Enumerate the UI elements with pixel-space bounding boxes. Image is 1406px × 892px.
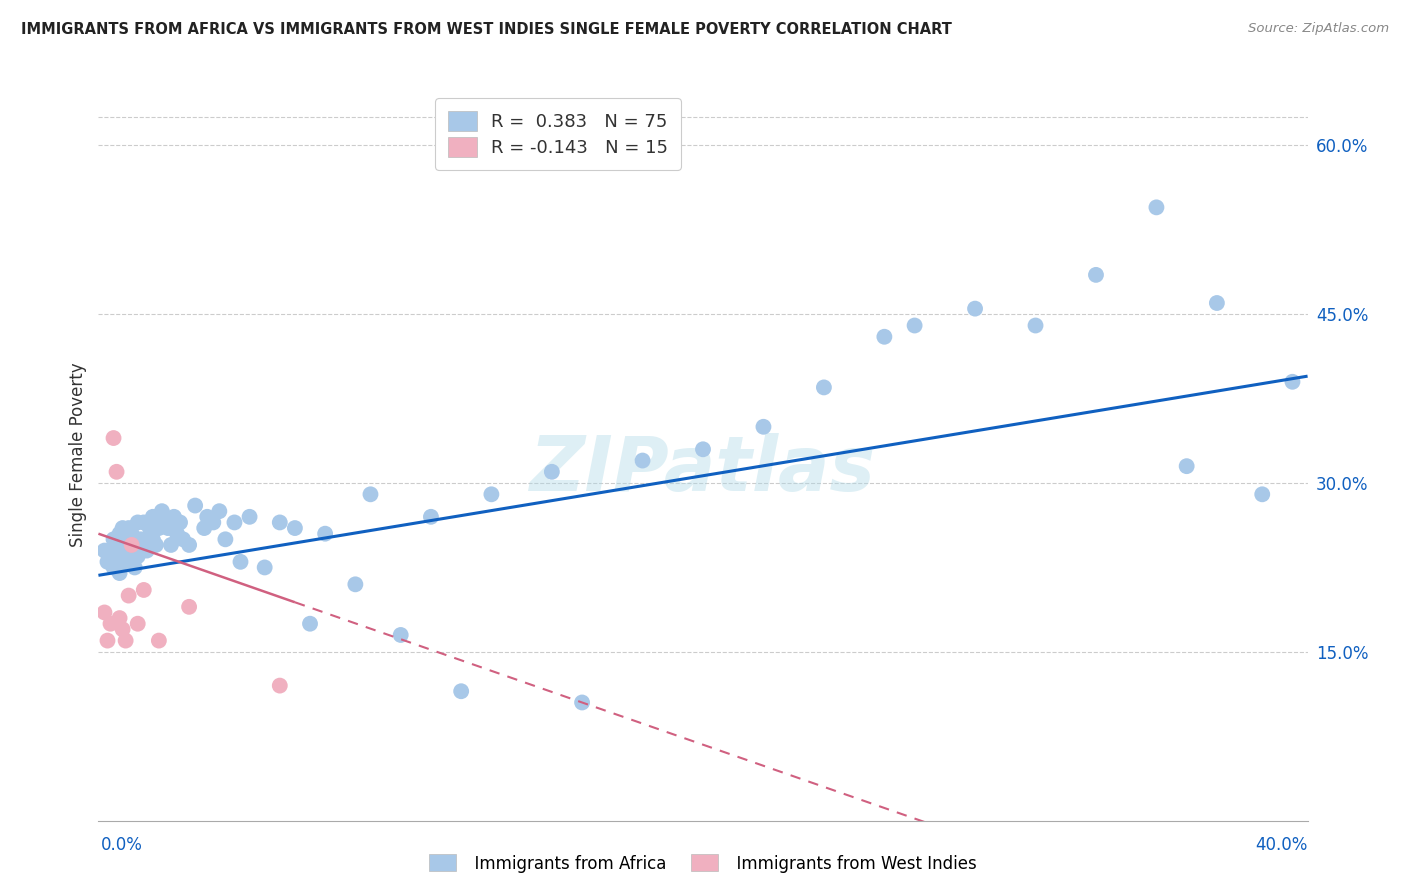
Point xyxy=(269,679,291,693)
Point xyxy=(96,633,118,648)
Point xyxy=(269,516,291,530)
Point xyxy=(481,487,503,501)
Point xyxy=(1085,268,1108,282)
Point xyxy=(111,521,134,535)
Point xyxy=(253,560,276,574)
Text: IMMIGRANTS FROM AFRICA VS IMMIGRANTS FROM WEST INDIES SINGLE FEMALE POVERTY CORR: IMMIGRANTS FROM AFRICA VS IMMIGRANTS FRO… xyxy=(21,22,952,37)
Point xyxy=(108,611,131,625)
Point xyxy=(179,538,201,552)
Point xyxy=(139,521,162,535)
Point xyxy=(904,318,927,333)
Point xyxy=(1206,296,1229,310)
Point xyxy=(93,606,115,620)
Text: 40.0%: 40.0% xyxy=(1256,836,1308,854)
Point xyxy=(169,516,191,530)
Point xyxy=(124,538,146,552)
Point xyxy=(132,516,155,530)
Point xyxy=(142,533,165,547)
Point xyxy=(132,538,155,552)
Point xyxy=(105,538,128,552)
Legend:   Immigrants from Africa,   Immigrants from West Indies: Immigrants from Africa, Immigrants from … xyxy=(422,847,984,880)
Point xyxy=(420,509,443,524)
Point xyxy=(631,453,654,467)
Point xyxy=(148,521,170,535)
Point xyxy=(195,509,218,524)
Point xyxy=(114,633,136,648)
Point xyxy=(571,696,593,710)
Point xyxy=(873,330,896,344)
Legend: R =  0.383   N = 75, R = -0.143   N = 15: R = 0.383 N = 75, R = -0.143 N = 15 xyxy=(434,98,681,169)
Point xyxy=(752,419,775,434)
Point xyxy=(163,509,186,524)
Text: ZIPatlas: ZIPatlas xyxy=(530,433,876,507)
Point xyxy=(1024,318,1046,333)
Point xyxy=(111,623,134,637)
Point xyxy=(540,465,562,479)
Point xyxy=(145,538,167,552)
Point xyxy=(96,555,118,569)
Point xyxy=(100,616,122,631)
Point xyxy=(299,616,322,631)
Point xyxy=(344,577,367,591)
Point xyxy=(93,543,115,558)
Point xyxy=(1281,375,1303,389)
Text: Source: ZipAtlas.com: Source: ZipAtlas.com xyxy=(1249,22,1389,36)
Point xyxy=(314,526,336,541)
Point xyxy=(124,560,146,574)
Point xyxy=(1251,487,1274,501)
Point xyxy=(108,566,131,580)
Point xyxy=(103,560,125,574)
Point xyxy=(118,543,141,558)
Point xyxy=(813,380,835,394)
Point xyxy=(172,533,194,547)
Point xyxy=(142,509,165,524)
Point xyxy=(105,465,128,479)
Point xyxy=(114,533,136,547)
Point xyxy=(360,487,382,501)
Point xyxy=(224,516,246,530)
Point xyxy=(156,521,179,535)
Point xyxy=(103,431,125,445)
Point xyxy=(127,516,149,530)
Point xyxy=(208,504,231,518)
Point xyxy=(184,499,207,513)
Point xyxy=(692,442,714,457)
Point xyxy=(1144,200,1167,214)
Text: 0.0%: 0.0% xyxy=(101,836,143,854)
Point xyxy=(450,684,472,698)
Point xyxy=(127,549,149,564)
Point xyxy=(148,633,170,648)
Point xyxy=(111,543,134,558)
Y-axis label: Single Female Poverty: Single Female Poverty xyxy=(69,363,87,547)
Point xyxy=(160,538,183,552)
Point xyxy=(132,582,155,597)
Point xyxy=(118,521,141,535)
Point xyxy=(239,509,262,524)
Point xyxy=(193,521,215,535)
Point xyxy=(121,549,143,564)
Point xyxy=(129,533,152,547)
Point xyxy=(202,516,225,530)
Point xyxy=(214,533,236,547)
Point xyxy=(284,521,307,535)
Point xyxy=(118,589,141,603)
Point xyxy=(114,555,136,569)
Point xyxy=(108,526,131,541)
Point xyxy=(103,533,125,547)
Point xyxy=(229,555,252,569)
Point xyxy=(389,628,412,642)
Point xyxy=(127,616,149,631)
Point xyxy=(150,504,173,518)
Point xyxy=(121,538,143,552)
Point xyxy=(121,526,143,541)
Point xyxy=(179,599,201,614)
Point xyxy=(1175,459,1198,474)
Point xyxy=(965,301,987,316)
Point xyxy=(135,543,157,558)
Point xyxy=(153,516,176,530)
Point xyxy=(105,549,128,564)
Point xyxy=(166,526,188,541)
Point xyxy=(100,549,122,564)
